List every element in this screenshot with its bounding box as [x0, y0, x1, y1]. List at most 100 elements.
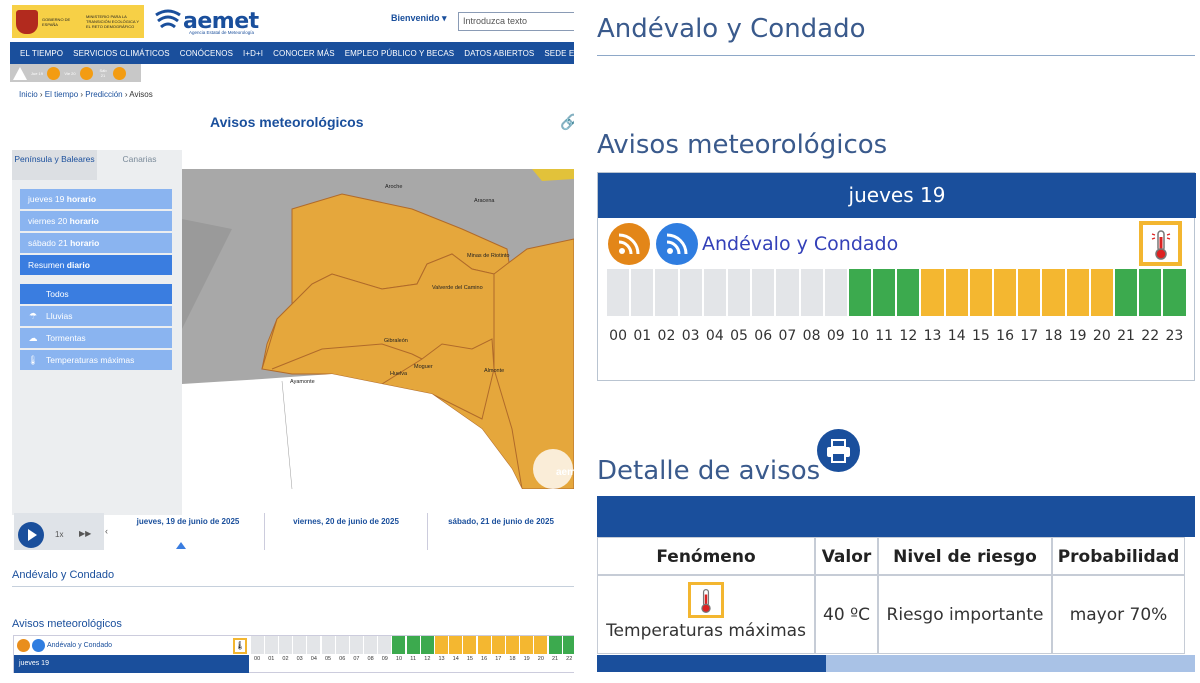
hour-level-cell[interactable] — [897, 269, 920, 316]
rss-feed-icon[interactable] — [32, 638, 45, 652]
print-button[interactable] — [817, 429, 860, 472]
hour-level-cell[interactable] — [278, 636, 292, 654]
phenomenon-rain[interactable]: ☂ Lluvias — [20, 306, 172, 326]
hour-level-cell[interactable] — [752, 269, 775, 316]
hour-level-cell[interactable] — [463, 636, 477, 654]
rss-icon[interactable] — [608, 223, 650, 265]
timeline-marker[interactable] — [176, 542, 186, 549]
hour-level-cell[interactable] — [307, 636, 321, 654]
nav-item[interactable]: EMPLEO PÚBLICO Y BECAS — [344, 48, 455, 58]
hour-level-cell[interactable] — [335, 636, 349, 654]
hour-level-cell[interactable] — [548, 636, 562, 654]
warnings-map[interactable]: Aroche Aracena Minas de Riotinto Valverd… — [182, 169, 574, 489]
hour-level-cell[interactable] — [848, 269, 872, 316]
day-button[interactable]: sábado 21 horario — [20, 233, 172, 253]
day-button[interactable]: jueves 19 horario — [20, 189, 172, 209]
phenomenon-all[interactable]: Todos — [20, 284, 172, 304]
tab-canarias[interactable]: Canarias — [97, 150, 182, 180]
hour-level-cell[interactable] — [1139, 269, 1162, 316]
hour-level-cell[interactable] — [392, 636, 406, 654]
rss-feed-icon[interactable] — [656, 223, 698, 265]
hour-level-cell[interactable] — [1114, 269, 1138, 316]
hour-level-cell[interactable] — [264, 636, 278, 654]
nav-item[interactable]: SERVICIOS CLIMÁTICOS — [73, 48, 170, 58]
hour-level-cell[interactable] — [435, 636, 449, 654]
scroll-thumb[interactable] — [597, 655, 826, 672]
hour-label: 02 — [657, 328, 676, 344]
hour-level-cell[interactable] — [562, 636, 574, 654]
hour-level-cell[interactable] — [1163, 269, 1186, 316]
hour-level-cell[interactable] — [994, 269, 1017, 316]
tab-peninsula[interactable]: Península y Baleares — [12, 150, 97, 180]
play-button[interactable] — [18, 522, 44, 548]
detail-table-header-bar — [597, 496, 1195, 537]
hour-level-cell[interactable] — [607, 269, 630, 316]
alert-summary-bar[interactable]: Jue 19 Vie 20 Sáb 21 — [10, 64, 141, 82]
hour-level-cell[interactable] — [969, 269, 992, 316]
phenomenon-max-temp[interactable]: 🌡 Temperaturas máximas — [20, 350, 172, 370]
hour-level-cell[interactable] — [420, 636, 434, 654]
hour-level-cell[interactable] — [349, 636, 363, 654]
breadcrumb-link[interactable]: Inicio — [19, 90, 38, 99]
hour-level-cell[interactable] — [321, 636, 335, 654]
fast-forward-icon[interactable]: ▶▶ — [79, 529, 92, 538]
day-mode: horario — [69, 216, 99, 226]
hour-level-cell[interactable] — [873, 269, 896, 316]
hour-label: 08 — [802, 328, 821, 344]
hour-level-cell[interactable] — [491, 636, 505, 654]
day-button[interactable]: viernes 20 horario — [20, 211, 172, 231]
hour-column: 01 — [264, 636, 278, 662]
nav-item[interactable]: I+D+I — [243, 48, 264, 58]
hour-level-cell[interactable] — [703, 269, 726, 316]
nav-item[interactable]: CONÓCENOS — [179, 48, 234, 58]
speed-selector[interactable]: 1x — [55, 530, 64, 539]
hour-level-cell[interactable] — [631, 269, 654, 316]
timeline-day[interactable]: jueves, 19 de junio de 2025 — [112, 513, 265, 550]
hour-level-cell[interactable] — [378, 636, 392, 654]
day-button-summary[interactable]: Resumen diario — [20, 255, 172, 275]
hour-level-cell[interactable] — [727, 269, 751, 316]
hour-level-cell[interactable] — [655, 269, 678, 316]
phenomenon-storms[interactable]: ☁ Tormentas — [20, 328, 172, 348]
welcome-menu[interactable]: Bienvenido ▾ — [391, 13, 447, 24]
hour-level-cell[interactable] — [921, 269, 944, 316]
hour-level-cell[interactable] — [250, 636, 264, 654]
hour-level-cell[interactable] — [800, 269, 823, 316]
hour-level-cell[interactable] — [406, 636, 420, 654]
hour-column: 02 — [654, 269, 678, 344]
hour-level-cell[interactable] — [679, 269, 702, 316]
government-logo[interactable]: GOBIERNO DE ESPAÑA MINISTERIO PARA LA TR… — [12, 5, 144, 38]
breadcrumb-link[interactable]: Predicción — [85, 90, 123, 99]
hour-level-cell[interactable] — [1090, 269, 1113, 316]
hour-level-cell[interactable] — [449, 636, 463, 654]
nav-item[interactable]: SEDE ELECTRÓ — [544, 48, 574, 58]
timeline-day[interactable]: viernes, 20 de junio de 2025 — [265, 513, 428, 550]
hour-level-cell[interactable] — [1042, 269, 1065, 316]
orange-alert-dot — [47, 66, 60, 80]
hour-level-cell[interactable] — [1066, 269, 1089, 316]
breadcrumb-link[interactable]: El tiempo — [44, 90, 79, 99]
hour-level-cell[interactable] — [364, 636, 378, 654]
search-input[interactable]: Introduzca texto — [458, 12, 574, 31]
phenomenon-name: Temperaturas máximas — [606, 621, 806, 641]
hour-level-cell[interactable] — [1018, 269, 1041, 316]
chevron-left-icon[interactable]: ‹ — [105, 526, 108, 536]
link-icon[interactable]: 🔗 — [560, 114, 574, 131]
zone-link[interactable]: Andévalo y Condado — [702, 233, 899, 255]
hour-level-cell[interactable] — [520, 636, 534, 654]
aemet-logo[interactable]: aemet Agencia Estatal de Meteorología — [153, 6, 273, 38]
hour-level-cell[interactable] — [945, 269, 968, 316]
hour-level-cell[interactable] — [505, 636, 519, 654]
rss-icon[interactable] — [17, 638, 30, 652]
hour-level-cell[interactable] — [477, 636, 491, 654]
orange-alert-dot — [113, 66, 126, 80]
timeline-day[interactable]: sábado, 21 de junio de 2025 — [448, 517, 554, 526]
hour-level-cell[interactable] — [534, 636, 548, 654]
hour-level-cell[interactable] — [824, 269, 847, 316]
zone-link[interactable]: Andévalo y Condado — [47, 641, 112, 649]
nav-item[interactable]: DATOS ABIERTOS — [464, 48, 535, 58]
nav-item[interactable]: EL TIEMPO — [20, 48, 64, 58]
hour-level-cell[interactable] — [776, 269, 799, 316]
nav-item[interactable]: CONOCER MÁS — [273, 48, 335, 58]
hour-level-cell[interactable] — [293, 636, 307, 654]
